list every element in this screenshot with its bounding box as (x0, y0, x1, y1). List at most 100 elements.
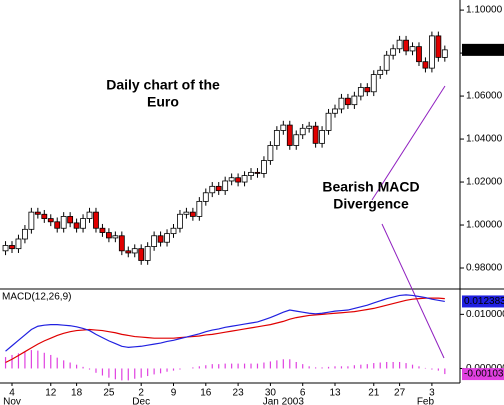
candle-body (189, 211, 196, 217)
y-tick-label: 1.02000 (466, 177, 503, 188)
candle-body (9, 245, 15, 250)
last-value-label: 1.08150 (464, 45, 501, 56)
candle-body (34, 211, 41, 215)
x-tick-label: 4 (9, 388, 15, 399)
candle-body (15, 238, 22, 250)
y-tick-label: 1.04000 (466, 134, 503, 145)
candle-body (403, 39, 409, 52)
candle-body (422, 61, 429, 69)
candle-body (86, 211, 93, 219)
candle-body (93, 211, 99, 229)
x-tick-label: 6 (300, 388, 306, 399)
candle-body (99, 227, 106, 233)
macd-trend-line (381, 223, 445, 359)
candle-body (164, 233, 170, 243)
candle-body (312, 125, 319, 144)
panel-title: MACD(12,26,9) (2, 292, 71, 303)
candle-body (215, 185, 222, 192)
candle-body (428, 35, 435, 69)
candle-body (60, 216, 67, 229)
candle-body (22, 228, 28, 240)
month-label: Dec (132, 397, 150, 405)
candle-body (299, 127, 306, 136)
candle-body (28, 211, 35, 230)
candle-body (196, 200, 203, 217)
candle-body (293, 134, 300, 146)
candle-body (2, 245, 9, 252)
candle-body (345, 97, 351, 106)
x-tick-label: 21 (368, 388, 380, 399)
candle-body (157, 235, 164, 243)
x-tick-label: 3 (429, 388, 435, 399)
candle-body (80, 218, 86, 229)
plot-layer: 0.980001.000001.020001.040001.060001.080… (2, 5, 504, 405)
last-value-box (462, 43, 504, 56)
candle-body (125, 250, 132, 254)
candle-body (364, 87, 371, 93)
candle-body (383, 54, 390, 71)
candle-body (306, 125, 313, 129)
candle-body (325, 112, 332, 131)
candle-body (351, 95, 358, 106)
candle-body (396, 39, 403, 50)
candle-body (73, 222, 80, 229)
candle-body (170, 227, 177, 235)
candle-body (338, 97, 345, 110)
macd-line (5, 294, 445, 352)
annotation: Euro (147, 94, 179, 110)
candle-body (235, 177, 242, 183)
x-tick-label: 30 (265, 388, 277, 399)
candle-body (41, 213, 48, 219)
x-tick-label: 2 (138, 388, 144, 399)
candle-body (267, 145, 274, 161)
candle-body (106, 232, 112, 239)
candle-body (254, 171, 261, 174)
candle-body (248, 171, 254, 176)
candle-body (67, 216, 74, 224)
x-tick-label: 16 (200, 388, 212, 399)
candle-body (286, 124, 293, 146)
x-tick-label: 12 (45, 388, 57, 399)
y-tick-label: 0.98000 (466, 263, 503, 274)
candle-body (332, 108, 338, 114)
x-tick-label: 25 (103, 388, 115, 399)
candle-body (138, 248, 145, 261)
candle-body (151, 235, 158, 247)
candle-body (416, 46, 422, 63)
candle-body (222, 180, 229, 192)
candle-body (118, 235, 125, 252)
candle-body (183, 211, 190, 215)
candle-body (280, 124, 287, 131)
candle-body (390, 48, 397, 56)
price-trend-line (371, 85, 446, 201)
candle-body (409, 46, 416, 52)
annotation: Bearish MACD (322, 179, 419, 195)
annotation: Divergence (333, 196, 409, 212)
candle-body (228, 177, 235, 182)
last-value-label: -0.001038 (464, 369, 504, 380)
month-label: Feb (417, 397, 435, 405)
candle-body (144, 246, 151, 261)
candle-body (441, 49, 448, 58)
x-tick-label: 13 (329, 388, 341, 399)
macd-line (5, 297, 445, 364)
last-value-box (462, 368, 504, 381)
month-label: Nov (3, 397, 21, 405)
x-tick-label: 18 (71, 388, 83, 399)
last-value-label: 0.012383 (464, 296, 504, 307)
candle-body (370, 74, 377, 93)
candle-body (273, 130, 280, 146)
y-tick-label: 1.10000 (466, 5, 503, 16)
annotation: Daily chart of the (106, 77, 220, 93)
candle-body (319, 130, 325, 144)
x-tick-label: 9 (171, 388, 177, 399)
candle-body (377, 69, 384, 75)
x-tick-label: 27 (394, 388, 406, 399)
candle-body (131, 248, 138, 254)
month-label: Jan 2003 (263, 397, 305, 405)
y-tick-label: 1.00000 (466, 220, 503, 231)
candle-body (177, 213, 183, 229)
